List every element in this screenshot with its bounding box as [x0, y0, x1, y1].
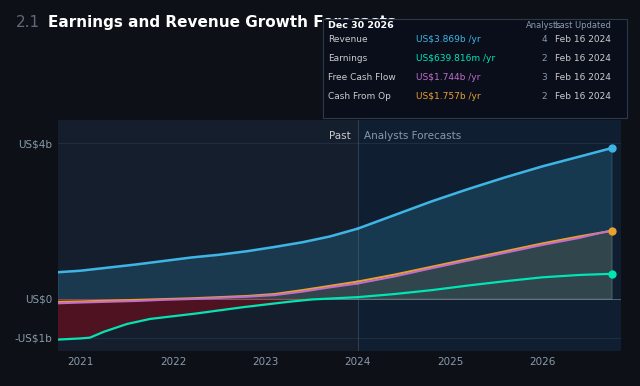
- Text: Dec 30 2026: Dec 30 2026: [328, 21, 394, 30]
- Text: 3: 3: [541, 73, 547, 81]
- Text: US$639.816m /yr: US$639.816m /yr: [416, 54, 495, 63]
- Text: 4: 4: [541, 35, 547, 44]
- Text: Free Cash Flow: Free Cash Flow: [328, 73, 396, 81]
- Text: Earnings and Revenue Growth Forecasts: Earnings and Revenue Growth Forecasts: [48, 15, 396, 30]
- Text: US$1.744b /yr: US$1.744b /yr: [416, 73, 481, 81]
- Text: 2: 2: [541, 54, 547, 63]
- Text: US$3.869b /yr: US$3.869b /yr: [416, 35, 481, 44]
- Text: 2: 2: [541, 91, 547, 100]
- Text: Feb 16 2024: Feb 16 2024: [556, 73, 611, 81]
- Text: Feb 16 2024: Feb 16 2024: [556, 35, 611, 44]
- Text: Last Updated: Last Updated: [556, 21, 611, 30]
- Text: Past: Past: [330, 131, 351, 141]
- Text: Feb 16 2024: Feb 16 2024: [556, 91, 611, 100]
- Text: Feb 16 2024: Feb 16 2024: [556, 54, 611, 63]
- Text: Revenue: Revenue: [328, 35, 368, 44]
- Bar: [58, 120, 358, 351]
- Text: Earnings: Earnings: [328, 54, 367, 63]
- Bar: [358, 120, 621, 351]
- Text: 2.1: 2.1: [16, 15, 40, 30]
- Text: US$1.757b /yr: US$1.757b /yr: [416, 91, 481, 100]
- Text: Analysts Forecasts: Analysts Forecasts: [364, 131, 461, 141]
- Text: Cash From Op: Cash From Op: [328, 91, 391, 100]
- Text: Analysts: Analysts: [526, 21, 562, 30]
